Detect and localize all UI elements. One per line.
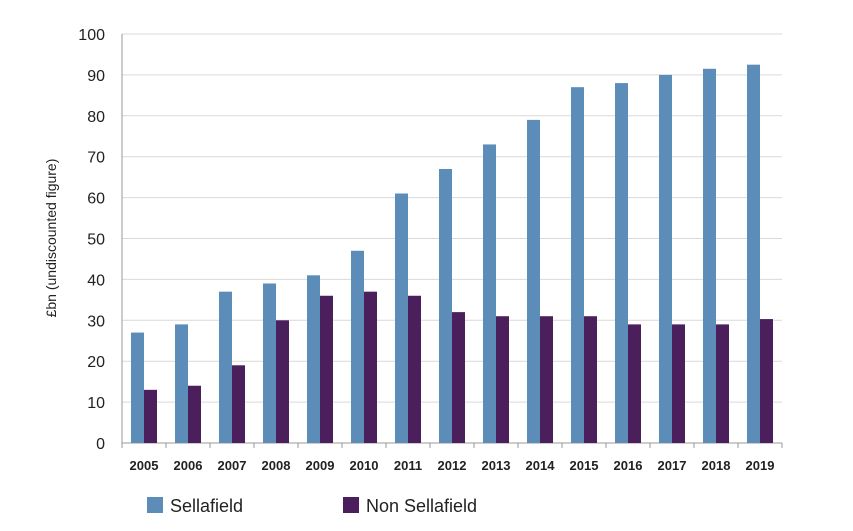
bar-sellafield-2010 [351,250,364,443]
legend-swatch-non-sellafield [343,497,359,513]
x-tick-label: 2015 [570,458,599,473]
bar-non-sellafield-2014 [540,316,553,443]
x-tick-label: 2011 [394,458,422,473]
bar-sellafield-2009 [307,275,320,443]
x-tick-label: 2019 [746,458,775,473]
bar-non-sellafield-2017 [672,324,685,443]
y-tick-label: 80 [87,109,105,126]
x-tick-label: 2008 [262,458,291,473]
y-tick-label: 50 [87,232,105,249]
x-tick-label: 2006 [174,458,203,473]
x-tick-label: 2017 [658,458,687,473]
y-tick-label: 70 [87,150,105,167]
legend-label-sellafield: Sellafield [170,496,243,516]
bar-non-sellafield-2018 [716,324,729,443]
y-axis-label: £bn (undiscounted figure) [43,159,59,318]
x-tick-label: 2013 [482,458,511,473]
y-tick-label: 100 [78,27,105,44]
bar-non-sellafield-2010 [364,291,377,443]
bar-non-sellafield-2019 [760,319,773,443]
bar-non-sellafield-2006 [188,385,201,443]
y-tick-label: 60 [87,191,105,208]
bar-sellafield-2014 [527,119,540,443]
legend: Sellafield Non Sellafield [147,496,477,516]
bar-sellafield-2015 [571,87,584,444]
x-tick-label: 2018 [702,458,731,473]
bar-sellafield-2016 [615,83,628,443]
bar-non-sellafield-2009 [320,295,333,443]
bar-sellafield-2018 [703,68,716,443]
y-tick-label: 40 [87,272,105,289]
x-tick-label: 2014 [526,458,556,473]
bar-non-sellafield-2005 [144,389,157,443]
x-tick-label: 2010 [350,458,379,473]
bar-sellafield-2006 [175,324,188,443]
bar-sellafield-2012 [439,168,452,443]
bar-non-sellafield-2015 [584,316,597,443]
bars [131,64,773,444]
bar-non-sellafield-2016 [628,324,641,443]
bar-sellafield-2007 [219,291,232,443]
legend-swatch-sellafield [147,497,163,513]
bar-sellafield-2017 [659,74,672,444]
y-tick-labels: 0 10 20 30 40 50 60 70 80 90 100 [78,27,105,453]
x-tick-label: 2007 [218,458,247,473]
bar-sellafield-2013 [483,144,496,443]
x-tick-label: 2005 [130,458,159,473]
bar-non-sellafield-2008 [276,320,289,443]
y-tick-label: 10 [87,395,105,412]
legend-label-non-sellafield: Non Sellafield [366,496,477,516]
x-tick-labels: 2005 2006 2007 2008 2009 2010 2011 2012 2013 2014… [121,443,783,473]
bar-non-sellafield-2007 [232,365,245,443]
bar-sellafield-2005 [131,332,144,443]
x-tick-label: 2016 [614,458,643,473]
y-tick-label: 0 [96,436,105,453]
bar-non-sellafield-2012 [452,312,465,443]
y-tick-label: 30 [87,313,105,330]
bar-non-sellafield-2013 [496,316,509,443]
bar-sellafield-2019 [747,64,760,444]
bar-non-sellafield-2011 [408,295,421,443]
x-tick-label: 2012 [438,458,467,473]
y-tick-label: 20 [87,354,105,371]
y-tick-label: 90 [87,68,105,85]
x-tick-label: 2009 [306,458,335,473]
bar-sellafield-2011 [395,193,408,443]
bar-sellafield-2008 [263,283,276,443]
